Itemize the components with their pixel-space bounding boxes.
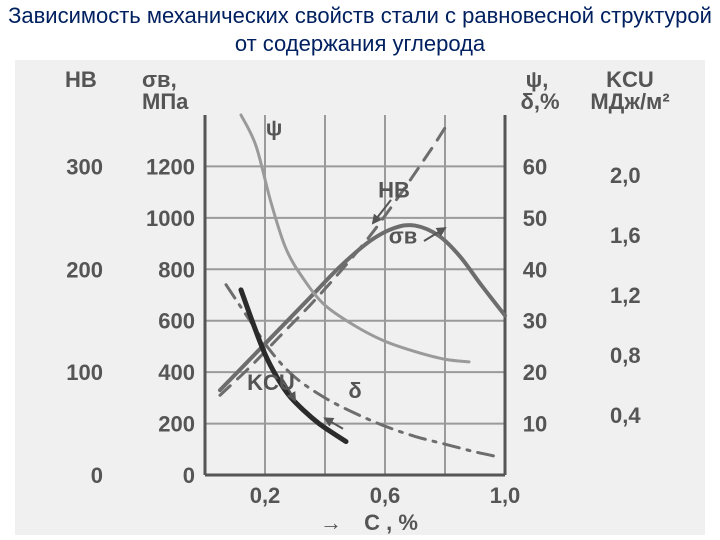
curve-label-HB: HB xyxy=(378,177,410,202)
svg-text:30: 30 xyxy=(523,309,547,334)
svg-text:0,8: 0,8 xyxy=(610,343,641,368)
svg-text:HB: HB xyxy=(65,67,97,92)
svg-text:0,4: 0,4 xyxy=(610,403,641,428)
svg-text:40: 40 xyxy=(523,257,547,282)
svg-text:200: 200 xyxy=(158,412,195,437)
svg-text:400: 400 xyxy=(158,360,195,385)
svg-text:800: 800 xyxy=(158,257,195,282)
svg-text:C , %: C , % xyxy=(364,510,418,535)
svg-text:МПа: МПа xyxy=(142,89,189,114)
svg-text:0: 0 xyxy=(183,463,195,488)
svg-text:2,0: 2,0 xyxy=(610,163,641,188)
svg-text:50: 50 xyxy=(523,206,547,231)
svg-text:δ,%: δ,% xyxy=(520,89,559,114)
curve-label-delta: δ xyxy=(348,378,361,403)
svg-text:10: 10 xyxy=(523,412,547,437)
svg-text:20: 20 xyxy=(523,360,547,385)
page-title: Зависимость механических свойств стали с… xyxy=(0,2,720,57)
svg-text:1200: 1200 xyxy=(146,154,195,179)
curve-label-KCU: KCU xyxy=(247,370,295,395)
curve-label-sigma_b: σв xyxy=(389,224,418,249)
svg-text:200: 200 xyxy=(66,257,103,282)
svg-text:300: 300 xyxy=(66,154,103,179)
svg-text:1,0: 1,0 xyxy=(490,483,521,508)
chart-container: HB0100200300σв,МПа020040060080010001200ψ… xyxy=(15,60,705,535)
svg-text:0: 0 xyxy=(91,463,103,488)
svg-text:1,6: 1,6 xyxy=(610,223,641,248)
svg-text:МДж/м²: МДж/м² xyxy=(590,89,669,114)
svg-text:100: 100 xyxy=(66,360,103,385)
svg-text:0,6: 0,6 xyxy=(370,483,401,508)
svg-text:0,2: 0,2 xyxy=(250,483,281,508)
curve-label-psi: ψ xyxy=(266,116,283,141)
svg-text:1,2: 1,2 xyxy=(610,283,641,308)
svg-text:1000: 1000 xyxy=(146,206,195,231)
steel-properties-chart: HB0100200300σв,МПа020040060080010001200ψ… xyxy=(15,60,705,535)
svg-text:60: 60 xyxy=(523,154,547,179)
svg-text:→: → xyxy=(320,510,342,535)
svg-text:600: 600 xyxy=(158,309,195,334)
